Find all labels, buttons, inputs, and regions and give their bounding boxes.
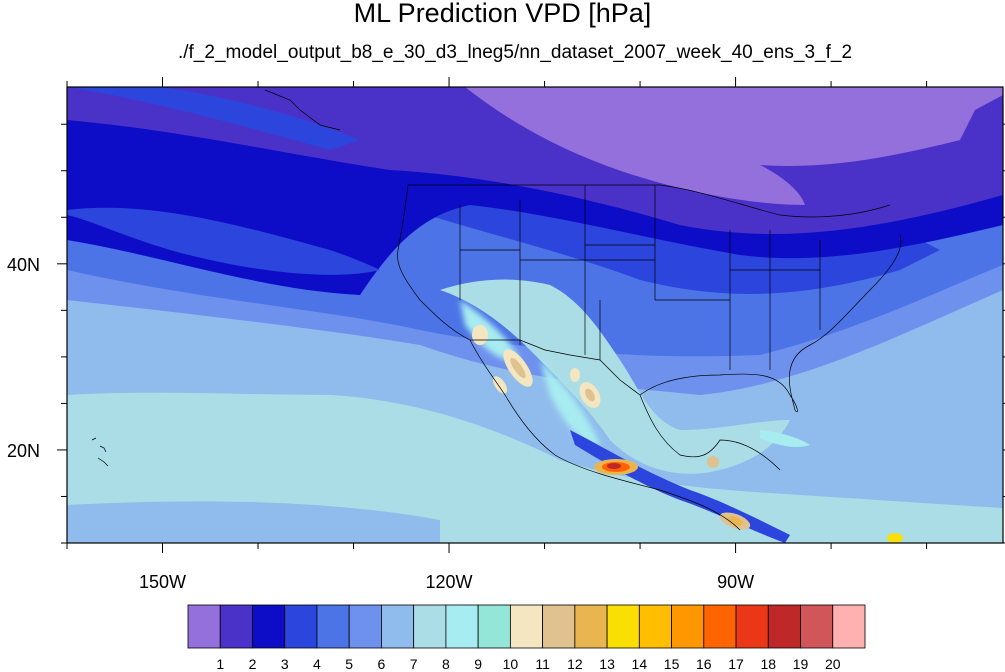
hotspot-plateau-core <box>585 388 595 402</box>
colorbar-box <box>800 604 834 649</box>
hotspot-volcanic-core <box>607 463 621 469</box>
hotspot-colombia <box>887 533 903 543</box>
map-subtitle: ./f_2_model_output_b8_e_30_d3_lneg5/nn_d… <box>177 42 853 63</box>
colorbar-box <box>348 604 382 649</box>
colorbar-label: 10 <box>503 656 519 672</box>
colorbar-label: 18 <box>760 656 776 672</box>
colorbar-label: 16 <box>696 656 712 672</box>
colorbar-box <box>671 604 705 649</box>
field-level-4-ocean <box>67 207 380 275</box>
lon-tick-label: 120W <box>426 572 473 592</box>
colorbar-label: 1 <box>216 656 224 672</box>
hotspot-gulf <box>492 376 508 394</box>
lat-tick-label: 40N <box>7 255 40 275</box>
hotspot-guatemala <box>707 456 719 468</box>
colorbar-box <box>832 604 866 649</box>
colorbar-label: 14 <box>632 656 648 672</box>
colorbar-box <box>381 604 415 649</box>
colorbar-box <box>445 604 479 649</box>
colorbar-label: 12 <box>567 656 583 672</box>
map-title: ML Prediction VPD [hPa] <box>353 0 652 28</box>
colorbar-box <box>219 604 253 649</box>
colorbar-box <box>767 604 801 649</box>
lon-tick-label: 150W <box>139 572 186 592</box>
colorbar-box <box>574 604 608 649</box>
field-level-9-b <box>540 360 600 446</box>
hotspot-sonora-core <box>510 357 526 379</box>
mexico-pacific-coast <box>469 339 741 531</box>
vpd-field <box>67 87 1003 543</box>
field-patch-hawaii <box>67 420 310 480</box>
field-level-7-strip <box>67 501 440 543</box>
colorbar-label: 20 <box>825 656 841 672</box>
colorbar-label: 11 <box>535 656 550 672</box>
alaska-coast <box>264 89 341 131</box>
colorbar-label: 8 <box>442 656 450 672</box>
field-level-4-north <box>67 87 360 150</box>
lon-tick-label: 90W <box>717 572 754 592</box>
gulf-atlantic-coast <box>639 234 902 413</box>
colorbar-label: 17 <box>728 656 744 672</box>
field-level-9-a <box>460 300 520 361</box>
colorbar-box <box>284 604 318 649</box>
colorbar-label: 4 <box>313 656 321 672</box>
colorbar-box <box>316 604 350 649</box>
colorbar-label: 13 <box>599 656 615 672</box>
colorbar-box <box>477 604 511 649</box>
map-ticks: 150W 120W 90W 40N 20N <box>7 77 1005 592</box>
colorbar: 1 2 3 4 5 6 7 8 9 10 11 12 13 14 15 16 17 18 19 20 <box>187 604 866 672</box>
colorbar-box <box>735 604 769 649</box>
state-lines <box>459 185 731 370</box>
us-west-coast <box>397 184 471 341</box>
colorbar-label: 7 <box>410 656 418 672</box>
hawaii-islands <box>91 437 109 467</box>
colorbar-label: 2 <box>249 656 257 672</box>
colorbar-label: 15 <box>664 656 680 672</box>
map-frame <box>66 86 1004 544</box>
hotspot-central-america-core <box>727 516 743 526</box>
state-lines-east <box>730 230 821 370</box>
colorbar-label: 19 <box>793 656 809 672</box>
colorbar-label: 5 <box>345 656 353 672</box>
colorbar-box <box>638 604 672 649</box>
mexico-gulf-coast <box>639 394 781 471</box>
colorbar-box <box>509 604 544 649</box>
great-lakes-border <box>659 184 891 218</box>
colorbar-box <box>606 604 640 649</box>
colorbar-label: 6 <box>378 656 386 672</box>
colorbar-label: 3 <box>281 656 289 672</box>
field-level-8-mexico <box>440 279 790 474</box>
colorbar-box <box>542 604 576 649</box>
lat-tick-label: 20N <box>7 441 40 461</box>
field-level-1 <box>465 87 1003 205</box>
colorbar-box <box>252 604 286 649</box>
colorbar-box <box>187 604 221 649</box>
colorbar-box <box>703 604 737 649</box>
colorbar-label: 9 <box>474 656 482 672</box>
boundaries <box>397 184 902 531</box>
hotspot-baja <box>472 325 488 345</box>
field-level-9-c <box>760 430 810 448</box>
islands <box>91 89 341 467</box>
colorbar-box <box>413 604 447 649</box>
hotspot-chihuahua <box>570 368 580 382</box>
